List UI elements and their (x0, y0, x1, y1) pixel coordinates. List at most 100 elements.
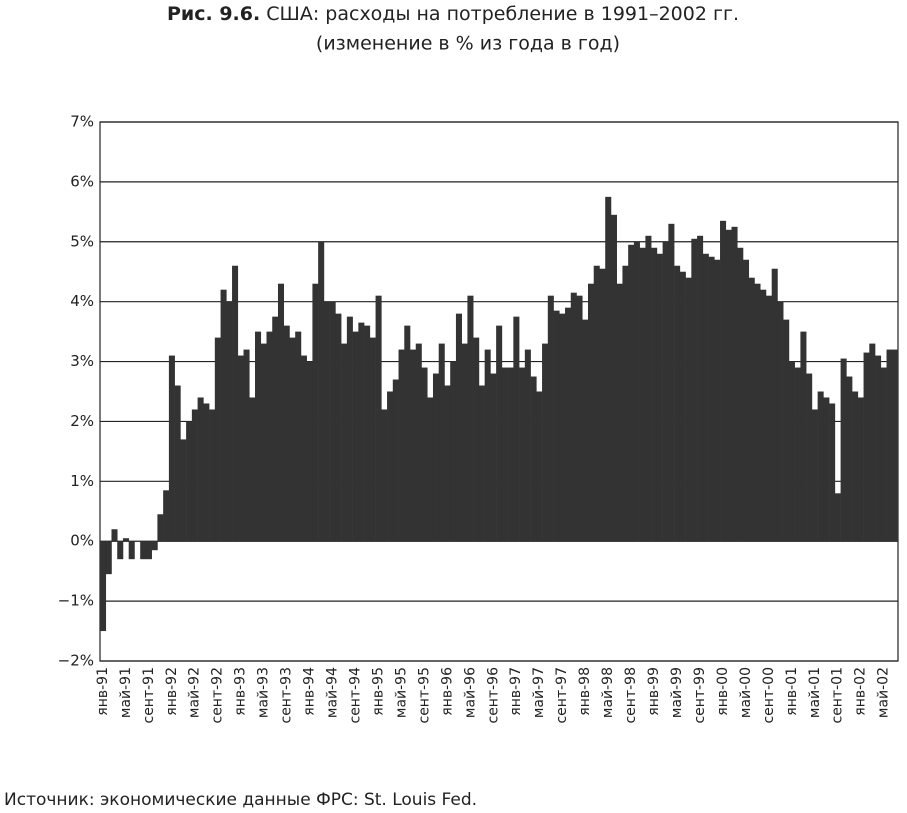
x-tick-label: сент-96 (485, 667, 501, 724)
x-tick-label: сент-91 (141, 667, 157, 724)
bar (524, 349, 531, 542)
x-tick-label: май-02 (876, 667, 892, 718)
bar (249, 397, 256, 542)
bar (444, 385, 451, 542)
bar (725, 229, 732, 542)
bar (501, 367, 508, 542)
bar (312, 283, 319, 542)
bar (645, 235, 652, 542)
x-tick-label: сент-92 (210, 667, 226, 724)
bar (811, 409, 818, 542)
bar (875, 355, 882, 542)
bar (823, 397, 830, 542)
y-tick-label: 7% (70, 113, 94, 131)
x-tick-label: май-01 (807, 667, 823, 718)
x-tick-label: янв-00 (715, 667, 731, 716)
bar (272, 316, 279, 542)
bar (559, 313, 566, 542)
bar (507, 367, 514, 542)
bar (364, 325, 371, 542)
bar (323, 301, 330, 542)
x-tick-label: май-94 (325, 667, 341, 718)
bar (191, 409, 198, 542)
bar (214, 337, 221, 542)
bar (341, 343, 348, 542)
bar (432, 373, 440, 542)
bar (587, 283, 595, 542)
bar (605, 196, 612, 542)
bar (255, 331, 262, 542)
chart-subtitle: (изменение в % из года в год) (316, 33, 620, 55)
bar (720, 220, 727, 542)
bar (513, 316, 520, 542)
bar (869, 343, 876, 542)
bar (622, 265, 629, 542)
bar (754, 283, 761, 542)
bar (145, 541, 152, 560)
bar (582, 319, 589, 542)
bar (610, 214, 617, 542)
x-tick-label: сент-99 (692, 667, 708, 724)
bar (628, 244, 635, 542)
x-tick-label: май-93 (256, 667, 272, 718)
bar (295, 331, 302, 542)
bar (748, 277, 755, 542)
bar (100, 541, 107, 632)
y-tick-label: 6% (70, 172, 94, 190)
bar (662, 241, 669, 542)
bar (415, 343, 422, 542)
bar (679, 271, 686, 542)
bar (455, 313, 462, 542)
bar (674, 265, 681, 542)
x-tick-label: янв-94 (302, 667, 318, 716)
x-tick-label: сент-94 (347, 667, 363, 724)
bar (220, 289, 227, 542)
bar (243, 349, 250, 542)
bar (300, 355, 307, 542)
x-tick-label: янв-97 (508, 667, 524, 716)
bar (226, 301, 233, 542)
x-tick-label: янв-91 (95, 667, 111, 716)
bar (547, 295, 554, 542)
x-tick-label: янв-92 (164, 667, 180, 716)
x-tick-label: янв-95 (370, 667, 386, 716)
y-tick-label: 3% (70, 352, 94, 370)
bar (834, 493, 841, 542)
x-tick-label: май-99 (669, 667, 685, 718)
bar (174, 385, 181, 542)
chart-title: Рис. 9.6. США: расходы на потребление в … (167, 3, 739, 25)
bar (163, 490, 170, 542)
bar (576, 295, 583, 542)
x-tick-label: сент-97 (554, 667, 570, 724)
bar (651, 247, 658, 542)
bar (892, 349, 899, 542)
bar (450, 361, 457, 542)
title-prefix: Рис. 9.6. (167, 3, 260, 25)
bar (852, 391, 859, 542)
bar (886, 349, 893, 542)
bar (392, 379, 399, 542)
bar (553, 310, 560, 542)
bar (111, 529, 118, 542)
bar (387, 391, 394, 542)
bar (639, 247, 646, 542)
bar (519, 367, 526, 542)
bar (829, 403, 836, 542)
bar (410, 349, 417, 542)
bar (467, 295, 474, 542)
bar (731, 226, 738, 542)
x-tick-label: янв-93 (233, 667, 249, 716)
bar (266, 331, 273, 542)
bar (461, 343, 468, 542)
bar (697, 235, 704, 542)
bar (783, 319, 790, 542)
bar (105, 541, 112, 575)
bar (168, 355, 175, 542)
bar (542, 343, 549, 542)
bar (806, 373, 813, 542)
bar (599, 268, 606, 542)
bar (656, 253, 663, 542)
bar (283, 325, 290, 542)
bar (203, 403, 210, 542)
bar (857, 397, 864, 542)
